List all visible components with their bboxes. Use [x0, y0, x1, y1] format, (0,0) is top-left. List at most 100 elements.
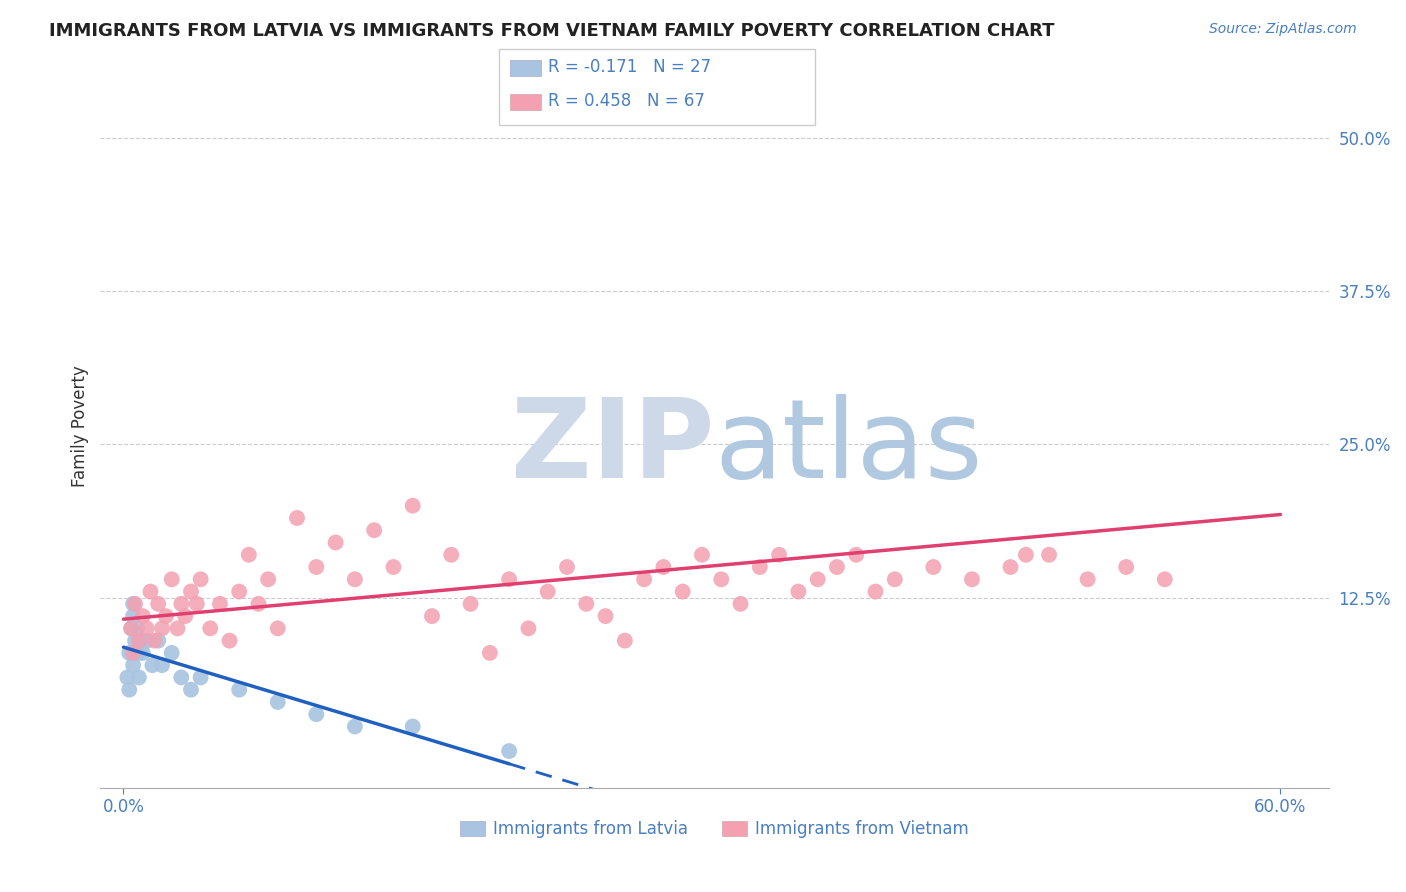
Legend: Immigrants from Latvia, Immigrants from Vietnam: Immigrants from Latvia, Immigrants from …	[454, 814, 976, 845]
Point	[267, 621, 290, 635]
Point	[141, 658, 163, 673]
Point	[420, 609, 443, 624]
Point	[257, 572, 280, 586]
Point	[363, 523, 385, 537]
Point	[238, 548, 260, 562]
Point	[148, 633, 170, 648]
Point	[170, 597, 193, 611]
Point	[787, 584, 810, 599]
Point	[180, 682, 202, 697]
Point	[498, 744, 520, 758]
Point	[768, 548, 790, 562]
Point	[122, 658, 145, 673]
Y-axis label: Family Poverty: Family Poverty	[72, 365, 89, 487]
Point	[343, 719, 366, 733]
Point	[129, 633, 152, 648]
Text: atlas: atlas	[714, 394, 983, 501]
Point	[672, 584, 695, 599]
Point	[1015, 548, 1038, 562]
Point	[402, 499, 425, 513]
Point	[305, 560, 328, 574]
Text: R = 0.458   N = 67: R = 0.458 N = 67	[548, 92, 706, 110]
Point	[124, 597, 146, 611]
Point	[150, 658, 173, 673]
Point	[155, 609, 177, 624]
Point	[517, 621, 540, 635]
Point	[190, 670, 212, 684]
Point	[845, 548, 868, 562]
Point	[132, 609, 155, 624]
Point	[382, 560, 405, 574]
Point	[120, 621, 142, 635]
Text: R = -0.171   N = 27: R = -0.171 N = 27	[548, 58, 711, 76]
Point	[200, 621, 222, 635]
Point	[186, 597, 208, 611]
Point	[575, 597, 598, 611]
Point	[825, 560, 848, 574]
Point	[1153, 572, 1175, 586]
Point	[595, 609, 617, 624]
Point	[305, 707, 328, 722]
Point	[118, 646, 141, 660]
Point	[128, 633, 150, 648]
Point	[460, 597, 482, 611]
Point	[1038, 548, 1060, 562]
Point	[325, 535, 347, 549]
Text: Source: ZipAtlas.com: Source: ZipAtlas.com	[1209, 22, 1357, 37]
Point	[124, 633, 146, 648]
Point	[208, 597, 231, 611]
Text: ZIP: ZIP	[512, 394, 714, 501]
Point	[748, 560, 770, 574]
Point	[633, 572, 655, 586]
Point	[160, 646, 183, 660]
Point	[190, 572, 212, 586]
Point	[1000, 560, 1022, 574]
Point	[148, 597, 170, 611]
Point	[135, 621, 157, 635]
Point	[117, 670, 139, 684]
Point	[122, 597, 145, 611]
Point	[247, 597, 270, 611]
Point	[120, 621, 142, 635]
Point	[122, 646, 145, 660]
Point	[128, 646, 150, 660]
Point	[128, 670, 150, 684]
Point	[122, 609, 145, 624]
Point	[180, 584, 202, 599]
Point	[730, 597, 752, 611]
Point	[478, 646, 501, 660]
Point	[267, 695, 290, 709]
Point	[1077, 572, 1099, 586]
Point	[150, 621, 173, 635]
Point	[402, 719, 425, 733]
Point	[139, 584, 162, 599]
Point	[922, 560, 945, 574]
Point	[498, 572, 520, 586]
Point	[555, 560, 578, 574]
Point	[537, 584, 560, 599]
Point	[710, 572, 733, 586]
Point	[135, 633, 157, 648]
Point	[160, 572, 183, 586]
Point	[343, 572, 366, 586]
Point	[1115, 560, 1137, 574]
Point	[166, 621, 188, 635]
Point	[228, 682, 250, 697]
Point	[218, 633, 240, 648]
Point	[883, 572, 905, 586]
Point	[865, 584, 887, 599]
Point	[960, 572, 983, 586]
Point	[118, 682, 141, 697]
Point	[170, 670, 193, 684]
Point	[125, 621, 148, 635]
Point	[174, 609, 197, 624]
Point	[285, 511, 308, 525]
Point	[807, 572, 830, 586]
Point	[143, 633, 166, 648]
Point	[652, 560, 675, 574]
Text: IMMIGRANTS FROM LATVIA VS IMMIGRANTS FROM VIETNAM FAMILY POVERTY CORRELATION CHA: IMMIGRANTS FROM LATVIA VS IMMIGRANTS FRO…	[49, 22, 1054, 40]
Point	[228, 584, 250, 599]
Point	[440, 548, 463, 562]
Point	[132, 646, 155, 660]
Point	[690, 548, 713, 562]
